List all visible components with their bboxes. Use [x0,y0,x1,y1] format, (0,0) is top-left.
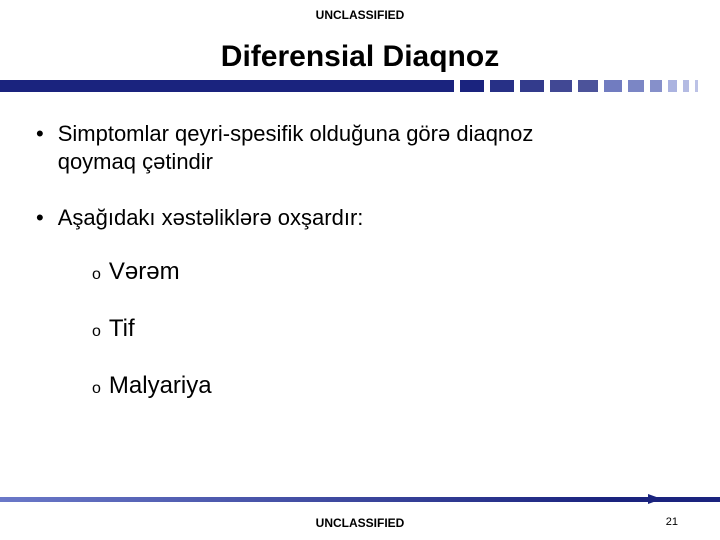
bar-dash [683,80,689,92]
arrow-right-icon [648,494,662,504]
bullet-marker: • [36,204,44,232]
bullet-item-2: • Aşağıdakı xəstəliklərə oxşardır: [36,204,684,232]
bar-dash [695,80,698,92]
bar-dash [668,80,677,92]
sub-text: Vərəm [109,258,180,286]
bar-dash [460,80,484,92]
sub-item: o Tif [92,315,684,346]
bullet-text: Simptomlar qeyri-spesifik olduğuna görə … [58,120,534,148]
bullet-text: qoymaq çətindir [58,148,534,176]
classification-footer: UNCLASSIFIED [0,516,720,530]
bar-dash [650,80,662,92]
sub-list: o Vərəm o Tif o Malyariya [36,258,684,403]
bar-dash [490,80,514,92]
bar-dash [578,80,598,92]
sub-marker: o [92,261,101,289]
sub-text: Tif [109,315,135,343]
sub-item: o Vərəm [92,258,684,289]
title-underline-bar [0,80,720,92]
bullet-text: Aşağıdakı xəstəliklərə oxşardır: [58,204,364,232]
bar-solid-segment [0,80,454,92]
bullet-marker: • [36,120,44,148]
sub-marker: o [92,375,101,403]
bar-dash [520,80,544,92]
footer-divider-bar [0,497,720,502]
sub-marker: o [92,318,101,346]
bar-dash-segments [454,80,698,92]
bar-dash [628,80,644,92]
slide-title: Diferensial Diaqnoz [0,40,720,74]
slide-body: • Simptomlar qeyri-spesifik olduğuna gör… [0,92,720,403]
bullet-item-1: • Simptomlar qeyri-spesifik olduğuna gör… [36,120,684,176]
sub-text: Malyariya [109,372,212,400]
bar-dash [550,80,572,92]
classification-header: UNCLASSIFIED [0,0,720,22]
bar-dash [604,80,622,92]
page-number: 21 [666,516,678,528]
sub-item: o Malyariya [92,372,684,403]
